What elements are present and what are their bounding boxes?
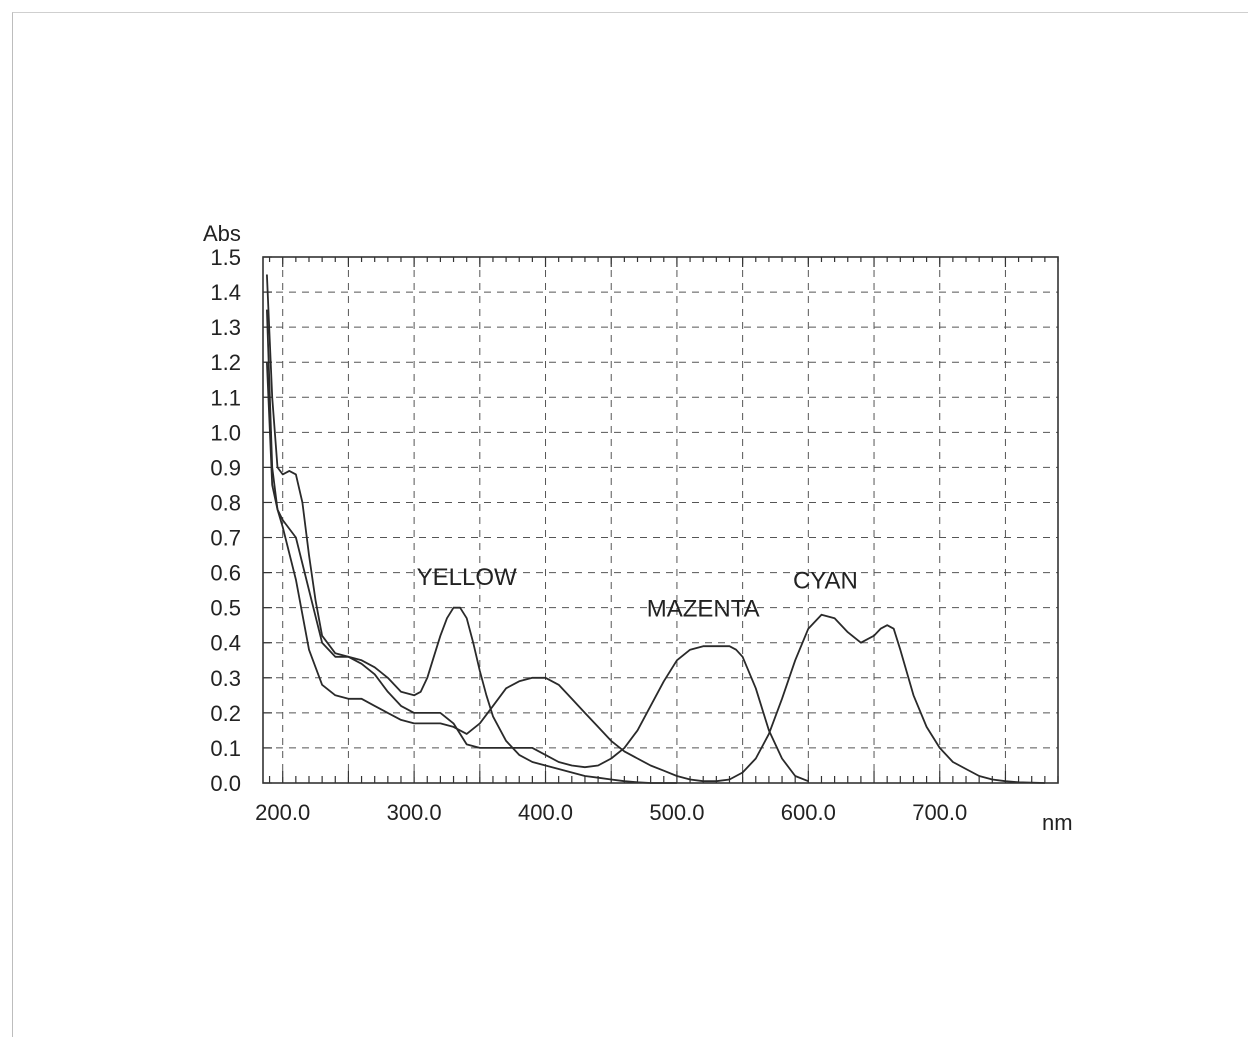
y-tick-label: 0.7 bbox=[210, 526, 241, 551]
y-tick-label: 0.6 bbox=[210, 561, 241, 586]
x-tick-label: 700.0 bbox=[912, 800, 967, 825]
axis-ticks bbox=[263, 256, 1059, 784]
series-lines bbox=[266, 274, 1045, 784]
y-tick-label: 1.0 bbox=[210, 420, 241, 445]
series-label-mazenta: MAZENTA bbox=[647, 595, 760, 622]
y-tick-label: 1.5 bbox=[210, 245, 241, 270]
x-tick-label: 600.0 bbox=[781, 800, 836, 825]
x-tick-label: 300.0 bbox=[387, 800, 442, 825]
y-tick-label: 0.4 bbox=[210, 631, 241, 656]
y-tick-label: 1.1 bbox=[210, 385, 241, 410]
x-tick-label: 400.0 bbox=[518, 800, 573, 825]
y-tick-label: 0.5 bbox=[210, 596, 241, 621]
series-line-yellow bbox=[266, 274, 677, 784]
page-frame bbox=[12, 12, 1248, 1037]
y-tick-label: 1.3 bbox=[210, 315, 241, 340]
x-tick-label: 500.0 bbox=[649, 800, 704, 825]
plot-frame bbox=[262, 256, 1059, 784]
y-tick-label: 1.2 bbox=[210, 350, 241, 375]
x-axis-title: nm bbox=[1042, 810, 1073, 835]
y-tick-label: 1.4 bbox=[210, 280, 241, 305]
y-tick-label: 0.1 bbox=[210, 736, 241, 761]
y-axis-title: Abs bbox=[203, 221, 241, 246]
y-tick-label: 0.2 bbox=[210, 701, 241, 726]
series-line-mazenta bbox=[266, 362, 809, 783]
series-label-cyan: CYAN bbox=[793, 567, 858, 594]
y-tick-label: 0.9 bbox=[210, 455, 241, 480]
series-line-cyan bbox=[266, 309, 1045, 784]
grid bbox=[263, 257, 1058, 783]
y-tick-label: 0.0 bbox=[210, 771, 241, 796]
x-tick-label: 200.0 bbox=[255, 800, 310, 825]
tick-labels: 200.0 300.0 400.0 500.0 600.0 700.0 0.0 0.1 0.2 0… bbox=[210, 245, 967, 825]
y-tick-label: 0.8 bbox=[210, 490, 241, 515]
series-label-yellow: YELLOW bbox=[417, 564, 517, 591]
y-tick-label: 0.3 bbox=[210, 666, 241, 691]
